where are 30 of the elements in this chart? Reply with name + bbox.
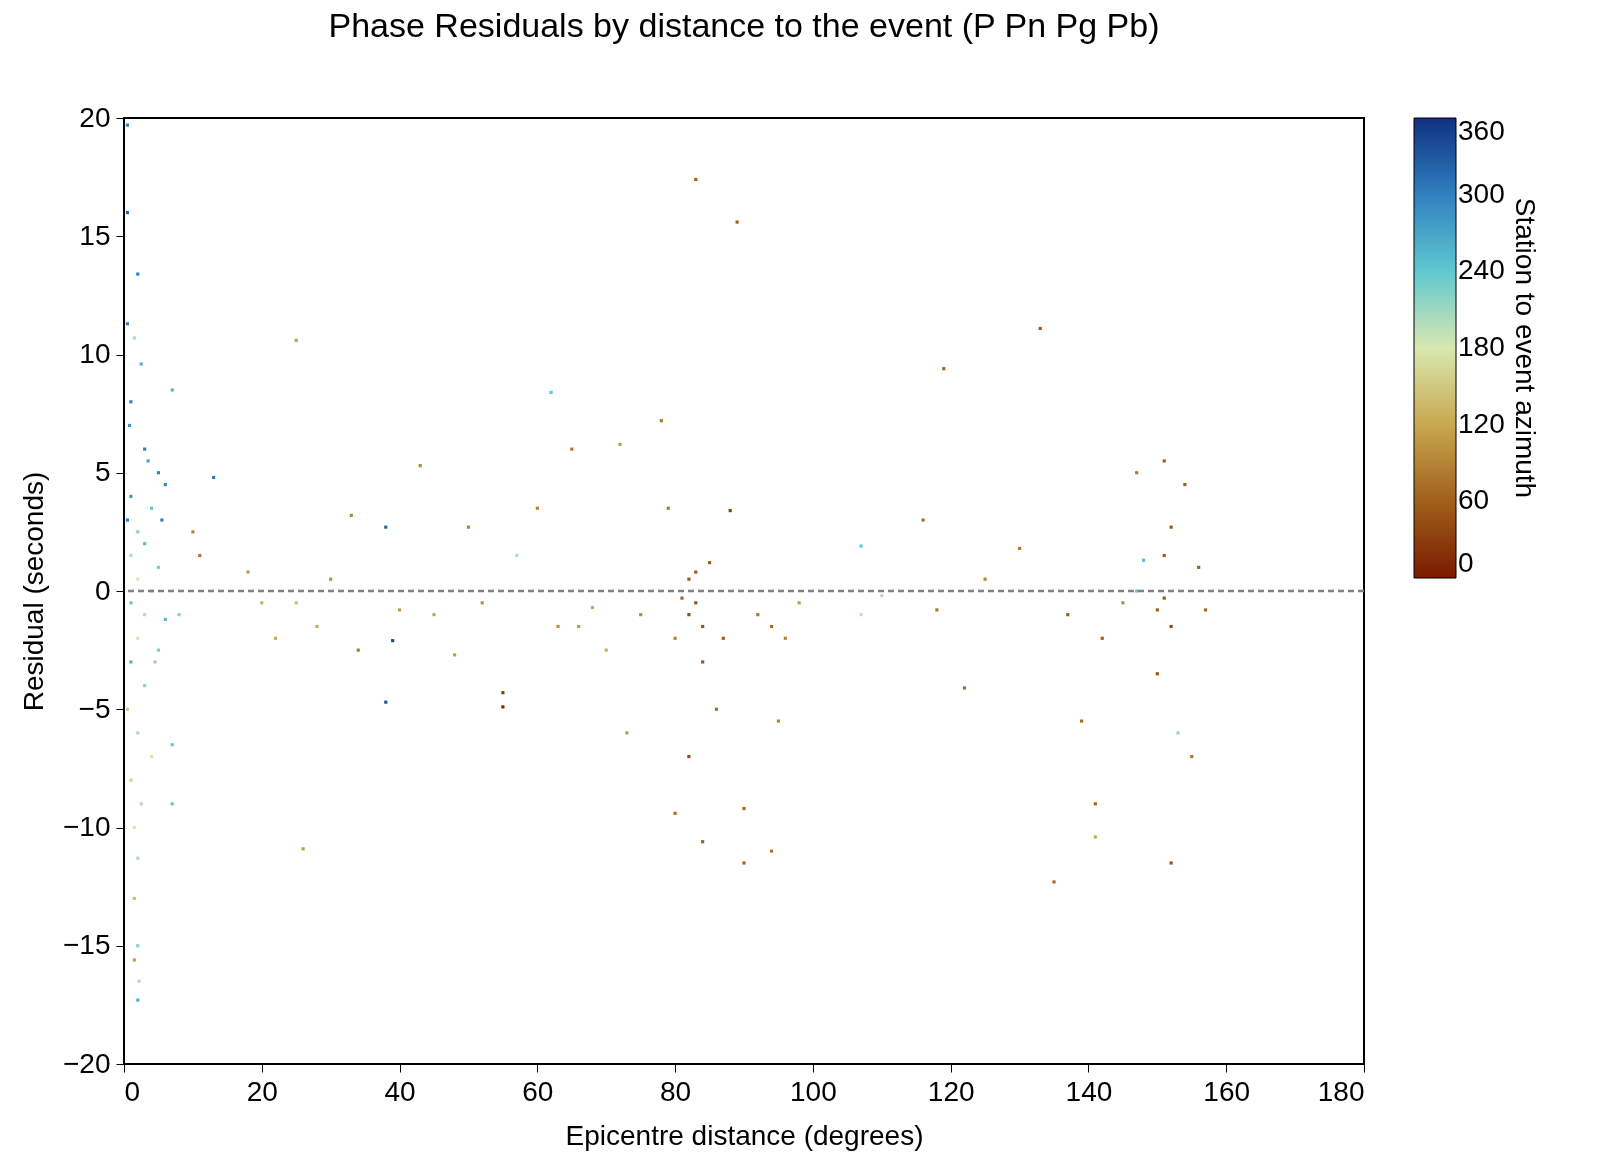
y-tick-label: −15	[63, 929, 111, 961]
color-bar-title: Station to event azimuth	[1510, 197, 1541, 499]
y-tick-label: −5	[78, 692, 111, 724]
x-tick-label: 0	[124, 1075, 141, 1107]
y-tick-label: −20	[63, 1047, 111, 1079]
color-bar-label: 360	[1458, 115, 1505, 146]
y-tick-label: 5	[94, 456, 111, 488]
y-tick-label: 0	[94, 574, 111, 606]
x-axis-title: Epicentre distance (degrees)	[565, 1119, 924, 1151]
x-tick-label: 140	[1065, 1075, 1113, 1107]
x-tick-label: 100	[790, 1075, 837, 1107]
x-tick-label: 40	[384, 1075, 416, 1107]
y-axis-title: Residual (seconds)	[18, 471, 49, 712]
x-tick-label: 160	[1203, 1075, 1251, 1107]
x-tick-label: 60	[522, 1075, 554, 1107]
color-bar-label: 180	[1458, 331, 1505, 362]
color-bar-label: 0	[1458, 547, 1474, 578]
y-tick-label: −10	[63, 811, 111, 842]
x-tick-label: 180	[1317, 1075, 1365, 1107]
color-bar-label: 120	[1458, 407, 1505, 439]
x-tick-label: 80	[660, 1075, 692, 1107]
x-tick-label: 120	[927, 1075, 975, 1107]
y-tick-label: 20	[79, 101, 111, 133]
y-tick-label: 10	[79, 338, 111, 369]
chart-title: Phase Residuals by distance to the event (P Pn Pg Pb)	[328, 6, 1160, 44]
x-tick-label: 20	[246, 1075, 278, 1107]
color-bar-label: 240	[1458, 254, 1505, 286]
color-bar-label: 300	[1458, 177, 1505, 209]
y-tick-label: 15	[79, 219, 111, 251]
color-bar-label: 60	[1458, 484, 1490, 516]
